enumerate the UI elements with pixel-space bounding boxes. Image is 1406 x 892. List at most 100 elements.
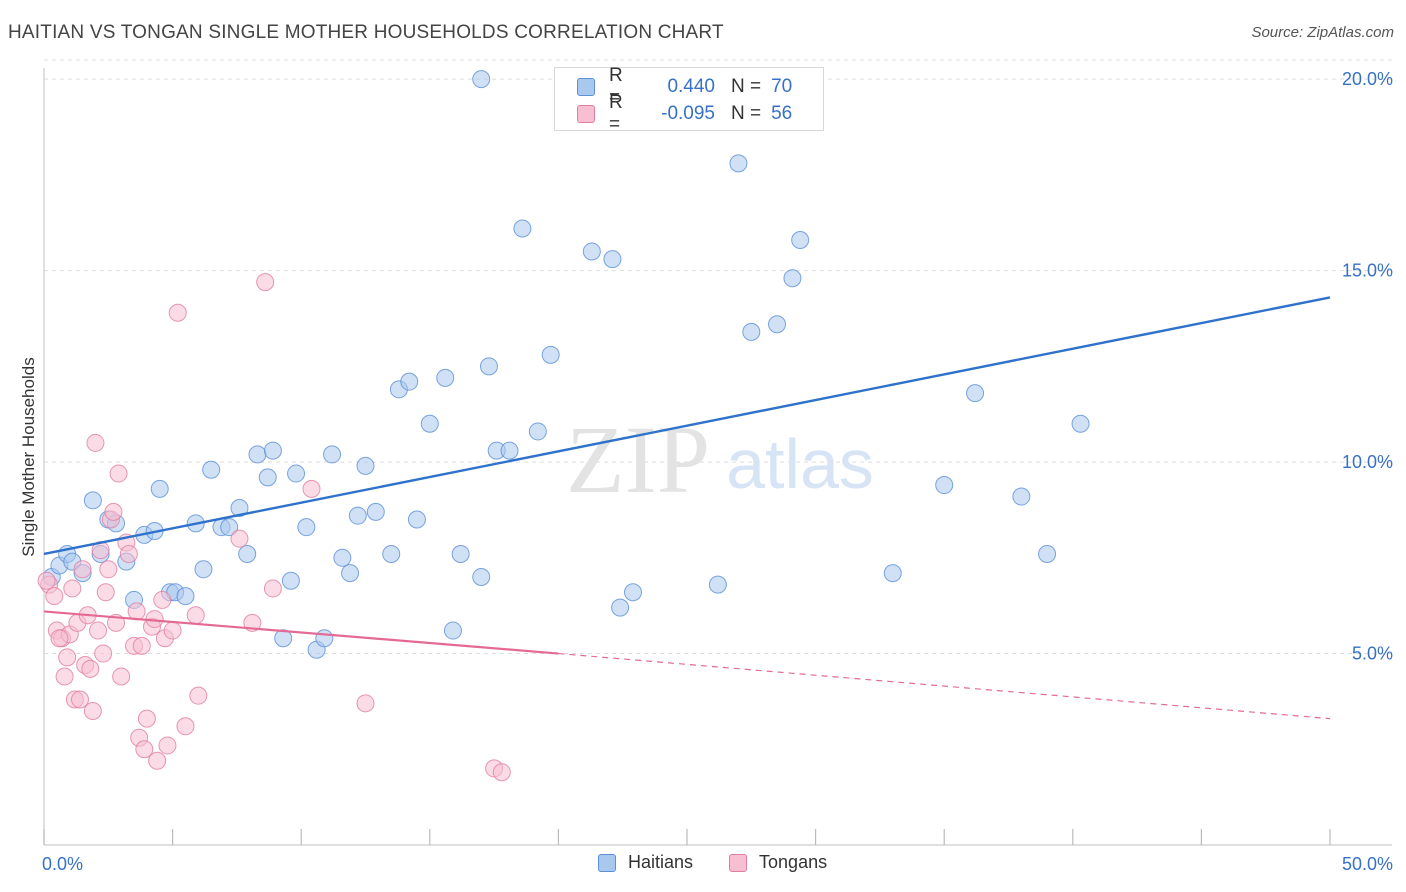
n-label: N = — [731, 76, 762, 97]
data-point — [258, 468, 277, 487]
data-point — [109, 464, 128, 483]
data-point — [742, 322, 761, 341]
series-legend-haitians: Haitians — [598, 852, 693, 873]
data-point — [83, 491, 102, 510]
data-point — [708, 575, 727, 594]
y-tick-label: 15.0% — [1342, 261, 1393, 281]
data-point — [71, 690, 90, 709]
y-axis-label: Single Mother Households — [19, 357, 38, 557]
data-point — [348, 506, 367, 525]
data-point — [603, 250, 622, 269]
n-label: N = — [731, 103, 762, 124]
data-point — [472, 567, 491, 586]
data-point — [202, 460, 221, 479]
data-point — [186, 606, 205, 625]
r-label: R = — [609, 92, 623, 135]
series-swatch-haitians — [598, 853, 616, 872]
data-point — [323, 445, 342, 464]
data-point — [623, 583, 642, 602]
data-point — [513, 219, 532, 238]
tick-labels: 5.0% 10.0% 15.0% 20.0% 0.0% 50.0% — [42, 69, 1393, 874]
data-point — [729, 154, 748, 173]
watermark-zip: ZIP — [566, 406, 710, 513]
data-point — [163, 621, 182, 640]
data-point — [287, 464, 306, 483]
data-point — [356, 694, 375, 713]
data-point — [366, 502, 385, 521]
chart-title: HAITIAN VS TONGAN SINGLE MOTHER HOUSEHOL… — [8, 22, 724, 43]
data-point — [935, 476, 954, 495]
series-label-tongans: Tongans — [759, 852, 828, 872]
n-value: 56 — [771, 103, 793, 124]
data-point — [63, 579, 82, 598]
data-point — [135, 740, 154, 759]
data-point — [96, 583, 115, 602]
data-point — [112, 667, 131, 686]
legend-swatch-haitians — [577, 78, 595, 96]
series-swatch-tongans — [729, 853, 748, 872]
data-point — [127, 602, 146, 621]
y-tick-label: 20.0% — [1342, 69, 1393, 89]
data-point — [148, 751, 167, 770]
gridlines — [44, 59, 1392, 655]
data-point — [194, 560, 213, 579]
data-point — [176, 717, 195, 736]
watermark: ZIP atlas — [566, 406, 874, 513]
legend-swatch-tongans — [577, 105, 595, 123]
data-point — [492, 763, 511, 782]
data-point — [443, 621, 462, 640]
data-point — [86, 433, 105, 452]
data-point — [89, 621, 108, 640]
data-point — [176, 587, 195, 606]
trend-line-tongans — [43, 610, 559, 655]
data-point — [189, 686, 208, 705]
trend-lines — [43, 296, 1331, 720]
y-tick-label: 10.0% — [1342, 452, 1393, 472]
source-label: Source: ZipAtlas.com — [1251, 24, 1394, 41]
data-point — [73, 560, 92, 579]
data-point — [541, 345, 560, 364]
data-point — [50, 629, 69, 648]
data-point — [1071, 414, 1090, 433]
data-point — [99, 560, 118, 579]
data-point — [263, 441, 282, 460]
data-point — [45, 587, 64, 606]
data-point — [582, 242, 601, 261]
x-tick-label: 0.0% — [42, 854, 83, 874]
data-point — [420, 414, 439, 433]
data-point — [500, 441, 519, 460]
data-point — [256, 273, 275, 292]
x-tick-label: 50.0% — [1342, 854, 1393, 874]
data-point — [81, 659, 100, 678]
data-point — [281, 571, 300, 590]
data-point — [400, 372, 419, 391]
data-point — [158, 736, 177, 755]
legend-row-tongans: R = -0.095 N = 56 — [577, 92, 793, 135]
watermark-atlas: atlas — [726, 425, 874, 503]
data-point — [220, 518, 239, 537]
data-points — [37, 70, 1090, 782]
data-point — [137, 709, 156, 728]
data-point — [119, 544, 138, 563]
data-point — [966, 384, 985, 403]
data-point — [1038, 544, 1057, 563]
data-point — [791, 230, 810, 249]
data-point — [341, 564, 360, 583]
data-point — [83, 701, 102, 720]
n-value: 70 — [771, 76, 793, 97]
series-label-haitians: Haitians — [628, 852, 694, 872]
legend-row-haitians: R = 0.440 N = 70 — [577, 65, 793, 108]
data-point — [37, 571, 56, 590]
data-point — [104, 502, 123, 521]
data-point — [407, 510, 426, 529]
data-point — [333, 548, 352, 567]
data-point — [230, 529, 249, 548]
data-point — [153, 590, 172, 609]
r-value: 0.440 — [667, 76, 715, 97]
data-point — [248, 445, 267, 464]
data-point — [132, 636, 151, 655]
r-label: R = — [609, 65, 623, 108]
data-point — [783, 269, 802, 288]
trend-line-tongans-extension — [558, 652, 1331, 720]
